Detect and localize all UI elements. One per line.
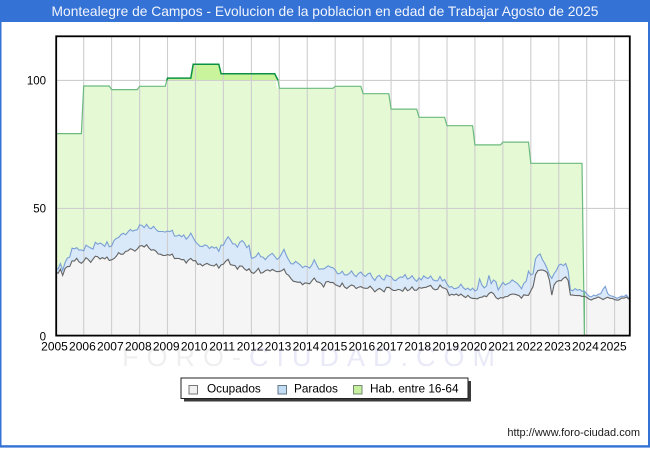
svg-text:Hab. entre 16-64: Hab. entre 16-64 (370, 382, 459, 396)
svg-text:2007: 2007 (97, 340, 124, 354)
svg-text:2010: 2010 (181, 340, 208, 354)
svg-text:2009: 2009 (153, 340, 180, 354)
svg-text:2021: 2021 (488, 340, 515, 354)
svg-text:2020: 2020 (460, 340, 487, 354)
svg-text:2024: 2024 (572, 340, 599, 354)
svg-text:2022: 2022 (516, 340, 543, 354)
svg-text:Montealegre de Campos - Evoluc: Montealegre de Campos - Evolucion de la … (52, 4, 599, 19)
svg-text:2018: 2018 (404, 340, 431, 354)
svg-text:2019: 2019 (432, 340, 459, 354)
svg-text:2012: 2012 (237, 340, 264, 354)
svg-text:50: 50 (33, 204, 46, 216)
svg-text:Ocupados: Ocupados (207, 382, 261, 396)
svg-text:http://www.foro-ciudad.com: http://www.foro-ciudad.com (507, 427, 640, 439)
svg-text:2013: 2013 (265, 340, 292, 354)
svg-text:0: 0 (40, 332, 46, 344)
svg-text:2015: 2015 (321, 340, 348, 354)
svg-text:Parados: Parados (294, 382, 338, 396)
svg-text:2016: 2016 (348, 340, 375, 354)
svg-text:2006: 2006 (69, 340, 96, 354)
svg-text:100: 100 (27, 76, 46, 88)
svg-text:2023: 2023 (544, 340, 571, 354)
svg-text:2011: 2011 (209, 340, 235, 354)
svg-text:2008: 2008 (125, 340, 152, 354)
svg-text:2005: 2005 (41, 340, 68, 354)
svg-text:2017: 2017 (376, 340, 403, 354)
svg-text:2025: 2025 (600, 340, 627, 354)
svg-text:2014: 2014 (293, 340, 320, 354)
svg-text:FORO-CIUDAD.COM: FORO-CIUDAD.COM (122, 342, 503, 372)
